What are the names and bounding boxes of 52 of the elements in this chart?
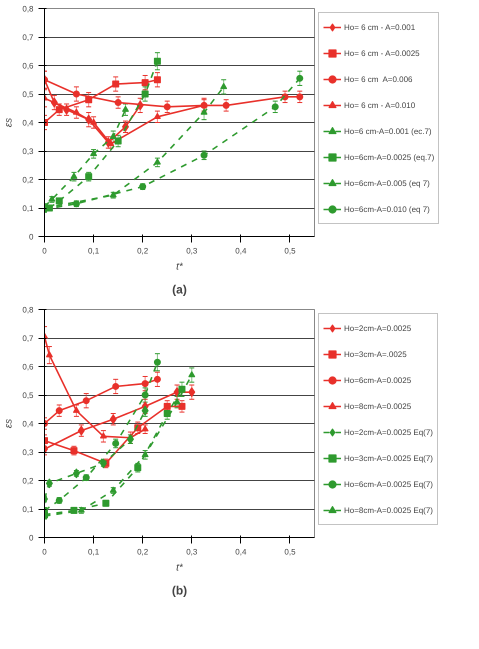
x-tick-label: 0,5	[284, 246, 296, 256]
legend-label: Ho= 6 cm - A=0.0025	[344, 48, 420, 59]
x-tick-label: 0,1	[88, 548, 100, 556]
legend-label: Ho=3cm-A=0.0025 Eq(7)	[344, 452, 433, 464]
y-tick-label: 0,7	[22, 334, 34, 343]
y-tick-label: 0,4	[22, 420, 34, 428]
x-tick-label: 0,3	[186, 548, 198, 556]
legend-label: Ho=2cm-A=0.0025	[344, 322, 412, 334]
legend-label: Ho=8cm-A=0.0025 Eq(7)	[344, 504, 433, 516]
y-tick-label: 0,2	[22, 476, 34, 486]
legend-label: Ho=6cm-A=0.0025	[344, 374, 412, 386]
x-tick-label: 0,2	[137, 246, 149, 256]
x-tick-label: 0,5	[284, 548, 296, 556]
legend-label: Ho= 6 cm - A=0.001	[344, 22, 416, 33]
y-tick-label: 0,3	[22, 448, 34, 457]
x-tick-label: 0	[42, 548, 48, 556]
x-tick-label: 0,4	[235, 246, 247, 256]
y-tick-label: 0,6	[22, 62, 34, 70]
x-tick-label: 0,4	[235, 548, 247, 556]
x-axis-title: t*	[176, 562, 184, 574]
y-tick-label: 0,7	[22, 33, 34, 42]
y-tick-label: 0,5	[22, 391, 34, 400]
y-axis-title: εs	[3, 418, 14, 428]
x-axis-title: t*	[176, 262, 184, 272]
legend-label: Ho=6 cm-A=0.001 (ec.7)	[344, 126, 432, 137]
x-tick-label: 0	[42, 246, 48, 256]
y-tick-label: 0,3	[22, 147, 34, 156]
legend-label: Ho=8cm-A=0.0025	[344, 400, 412, 412]
y-tick-label: 0,6	[22, 362, 34, 372]
legend-label: Ho=6cm-A=0.010 (eq 7)	[344, 204, 430, 215]
legend-label: Ho= 6 cm - A=0.010	[344, 100, 416, 111]
y-tick-label: 0,5	[22, 90, 34, 99]
legend-label: Ho=6cm-A=0.0025 (eq.7)	[344, 152, 434, 163]
x-tick-label: 0,3	[186, 246, 198, 256]
legend-label: Ho=6cm-A=0.0025 Eq(7)	[344, 478, 433, 490]
y-tick-label: 0,8	[22, 4, 34, 14]
legend-label: Ho=6cm-A=0.005 (eq 7)	[344, 178, 430, 189]
y-tick-label: 0,1	[22, 505, 34, 514]
text: (b)	[172, 584, 188, 598]
text: (a)	[172, 282, 187, 296]
x-tick-label: 0,2	[137, 548, 149, 556]
y-tick-label: 0,8	[22, 306, 34, 314]
y-tick-label: 0,2	[22, 176, 34, 184]
y-tick-label: 0,1	[22, 204, 34, 213]
y-axis-title: εs	[3, 118, 14, 128]
legend-label: Ho=2cm-A=0.0025 Eq(7)	[344, 426, 433, 438]
y-tick-label: 0	[29, 534, 34, 542]
x-tick-label: 0,1	[88, 246, 100, 256]
legend-label: Ho=3cm-A=.0025	[344, 348, 407, 360]
y-tick-label: 0,4	[22, 118, 34, 128]
y-tick-label: 0	[29, 232, 34, 242]
legend-label: Ho= 6 cm A=0.006	[344, 74, 412, 85]
